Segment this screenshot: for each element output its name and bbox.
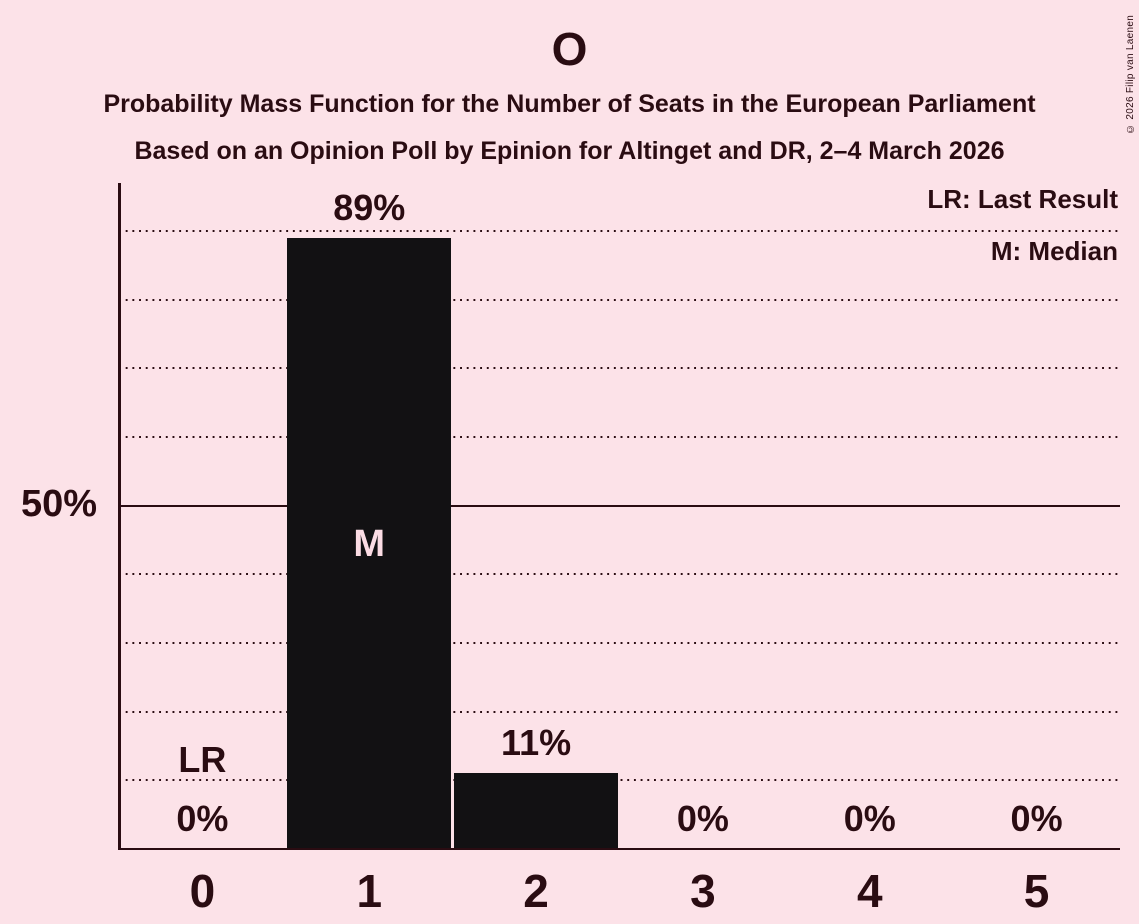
y-axis-line	[118, 183, 121, 850]
value-label-seats-5: 0%	[1010, 798, 1063, 839]
x-tick-label-3: 3	[690, 865, 716, 917]
bar-seats-2	[454, 773, 618, 849]
gridline-dotted-20pct	[119, 710, 1120, 713]
copyright-notice: © 2026 Filip van Laenen	[1125, 14, 1136, 134]
value-label-seats-2: 11%	[501, 722, 572, 764]
median-marker: M	[353, 522, 386, 565]
x-tick-label-1: 1	[356, 865, 383, 917]
y-axis-tick-label: 50%	[20, 483, 97, 525]
gridline-dotted-90pct	[119, 230, 1120, 233]
x-tick-label-4: 4	[856, 865, 883, 917]
bar-seats-1	[287, 238, 452, 849]
chart-sub-subtitle: Based on an Opinion Poll by Epinion for …	[134, 137, 1005, 165]
x-axis-line	[118, 847, 1120, 850]
value-label-seats-0: 0%	[176, 798, 229, 839]
x-tick-label-0: 0	[189, 865, 216, 917]
value-label-seats-3: 0%	[676, 798, 729, 839]
legend-median: M: Median	[990, 236, 1118, 266]
chart-title: O	[551, 23, 588, 75]
x-tick-label-5: 5	[1023, 865, 1050, 917]
gridline-dotted-30pct	[119, 642, 1120, 645]
gridline-dotted-70pct	[119, 367, 1120, 370]
last-result-marker: LR	[178, 739, 227, 781]
gridline-dotted-40pct	[119, 573, 1120, 576]
chart-subtitle: Probability Mass Function for the Number…	[103, 90, 1036, 118]
gridline-dotted-10pct	[119, 779, 1120, 782]
gridline-dotted-60pct	[119, 436, 1120, 439]
legend-last-result: LR: Last Result	[927, 184, 1118, 214]
value-label-seats-1: 89%	[333, 187, 406, 228]
value-label-seats-4: 0%	[843, 798, 896, 839]
x-tick-label-2: 2	[523, 865, 549, 917]
gridline-dotted-80pct	[119, 298, 1120, 301]
gridline-solid-50pct	[119, 504, 1120, 507]
